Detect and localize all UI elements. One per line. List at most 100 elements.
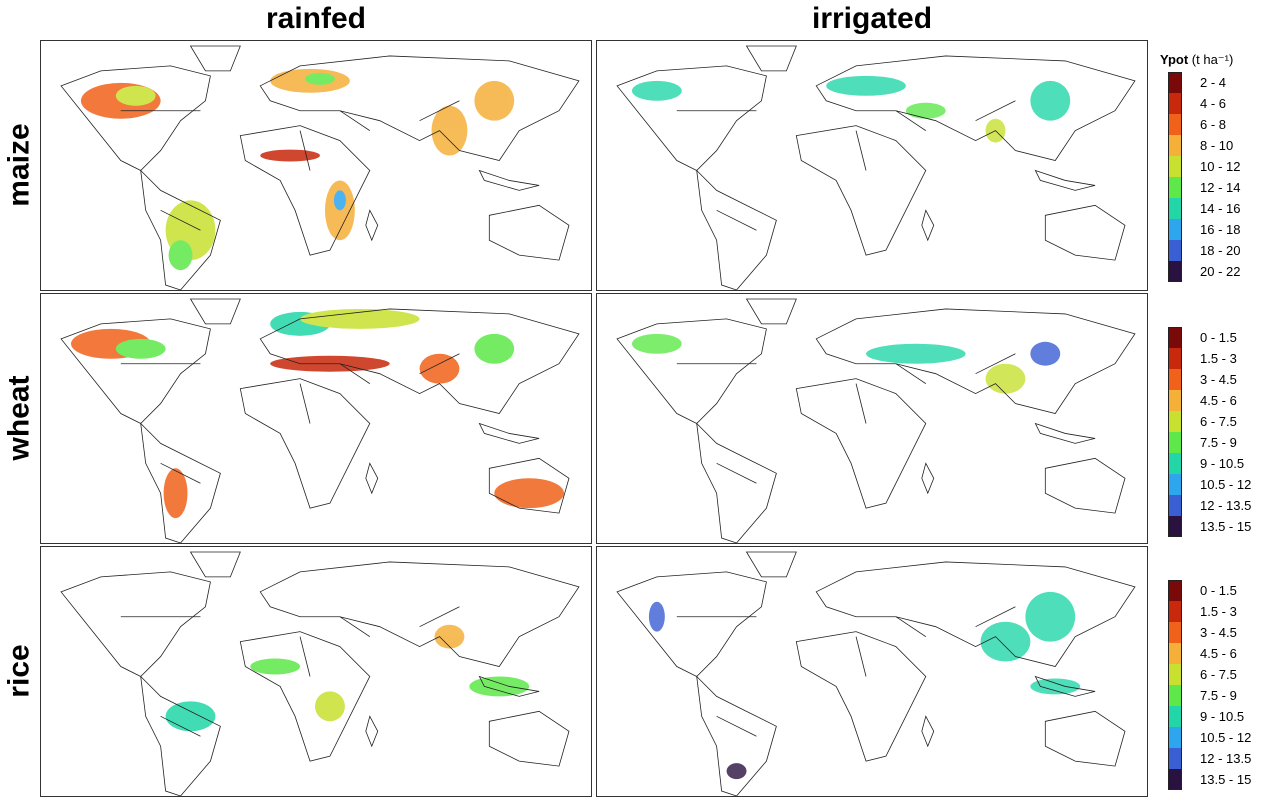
map-wheat-rainfed bbox=[40, 293, 592, 544]
legend-swatch bbox=[1168, 198, 1182, 219]
legend-label: 4 - 6 bbox=[1200, 96, 1227, 111]
legend-item: 4.5 - 6 bbox=[1160, 643, 1251, 664]
legend-item: 1.5 - 3 bbox=[1160, 348, 1251, 369]
map-wheat-irrigated bbox=[596, 293, 1148, 544]
legend-swatch bbox=[1168, 177, 1182, 198]
legend-swatch bbox=[1168, 114, 1182, 135]
column-title-rainfed: rainfed bbox=[265, 2, 367, 35]
map-rice-rainfed bbox=[40, 546, 592, 797]
legend-label: 16 - 18 bbox=[1200, 222, 1241, 237]
legend-rice: 0 - 1.5 1.5 - 3 3 - 4.5 4.5 - 6 6 - 7.5 7.5 -… bbox=[1160, 580, 1251, 790]
legend-label: 12 - 13.5 bbox=[1200, 751, 1252, 766]
legend-swatch bbox=[1168, 453, 1182, 474]
legend-label: 9 - 10.5 bbox=[1200, 709, 1245, 724]
legend-label: 3 - 4.5 bbox=[1200, 372, 1237, 387]
legend-item: 0 - 1.5 bbox=[1160, 327, 1251, 348]
legend-item: 4 - 6 bbox=[1160, 93, 1240, 114]
legend-label: 4.5 - 6 bbox=[1200, 646, 1237, 661]
legend-label: 9 - 10.5 bbox=[1200, 456, 1245, 471]
legend-swatch bbox=[1168, 727, 1182, 748]
legend-item: 20 - 22 bbox=[1160, 261, 1240, 282]
legend-swatch bbox=[1168, 601, 1182, 622]
legend-label: 10.5 - 12 bbox=[1200, 730, 1252, 745]
map-maize-rainfed bbox=[40, 40, 592, 291]
map-maize-irrigated bbox=[596, 40, 1148, 291]
legend-swatch bbox=[1168, 769, 1182, 790]
legend-label: 4.5 - 6 bbox=[1200, 393, 1237, 408]
legend-swatch bbox=[1168, 516, 1182, 537]
map-rice-irrigated bbox=[596, 546, 1148, 797]
legend-maize: Ypot (t ha⁻¹) 2 - 4 4 - 6 6 - 8 8 - 10 10 - … bbox=[1160, 52, 1240, 282]
legend-item: 7.5 - 9 bbox=[1160, 432, 1251, 453]
legend-swatch bbox=[1168, 706, 1182, 727]
legend-item: 4.5 - 6 bbox=[1160, 390, 1251, 411]
legend-swatch bbox=[1168, 156, 1182, 177]
legend-item: 12 - 13.5 bbox=[1160, 748, 1251, 769]
legend-item: 0 - 1.5 bbox=[1160, 580, 1251, 601]
row-label-maize: maize bbox=[3, 123, 37, 207]
legend-item: 18 - 20 bbox=[1160, 240, 1240, 261]
legend-label: 7.5 - 9 bbox=[1200, 688, 1237, 703]
legend-item: 2 - 4 bbox=[1160, 72, 1240, 93]
row-label-wheat: wheat bbox=[3, 375, 36, 461]
legend-label: 10.5 - 12 bbox=[1200, 477, 1252, 492]
legend-item: 8 - 10 bbox=[1160, 135, 1240, 156]
legend-label: 6 - 7.5 bbox=[1200, 667, 1237, 682]
legend-swatch bbox=[1168, 93, 1182, 114]
legend-swatch bbox=[1168, 664, 1182, 685]
legend-label: 0 - 1.5 bbox=[1200, 330, 1237, 345]
legend-label: 6 - 8 bbox=[1200, 117, 1227, 132]
legend-label: 12 - 14 bbox=[1200, 180, 1241, 195]
legend-swatch bbox=[1168, 348, 1182, 369]
legend-item: 9 - 10.5 bbox=[1160, 453, 1251, 474]
legend-item: 12 - 13.5 bbox=[1160, 495, 1251, 516]
legend-label: 8 - 10 bbox=[1200, 138, 1234, 153]
legend-swatch bbox=[1168, 685, 1182, 706]
legend-swatch bbox=[1168, 135, 1182, 156]
legend-label: 2 - 4 bbox=[1200, 75, 1227, 90]
legend-label: 7.5 - 9 bbox=[1200, 435, 1237, 450]
legend-label: 20 - 22 bbox=[1200, 264, 1241, 279]
legend-item: 3 - 4.5 bbox=[1160, 369, 1251, 390]
legend-swatch bbox=[1168, 219, 1182, 240]
legend-swatch bbox=[1168, 369, 1182, 390]
legend-swatch bbox=[1168, 261, 1182, 282]
legend-label: 10 - 12 bbox=[1200, 159, 1241, 174]
legend-swatch bbox=[1168, 390, 1182, 411]
legend-swatch bbox=[1168, 72, 1182, 93]
legend-item: 14 - 16 bbox=[1160, 198, 1240, 219]
legend-swatch bbox=[1168, 748, 1182, 769]
column-title-irrigated: irrigated bbox=[811, 2, 933, 35]
legend-wheat: 0 - 1.5 1.5 - 3 3 - 4.5 4.5 - 6 6 - 7.5 7.5 -… bbox=[1160, 327, 1251, 537]
legend-swatch bbox=[1168, 474, 1182, 495]
legend-item: 10 - 12 bbox=[1160, 156, 1240, 177]
legend-item: 9 - 10.5 bbox=[1160, 706, 1251, 727]
legend-item: 13.5 - 15 bbox=[1160, 516, 1251, 537]
legend-item: 6 - 7.5 bbox=[1160, 411, 1251, 432]
legend-swatch bbox=[1168, 432, 1182, 453]
legend-label: 6 - 7.5 bbox=[1200, 414, 1237, 429]
legend-item: 1.5 - 3 bbox=[1160, 601, 1251, 622]
legend-swatch bbox=[1168, 411, 1182, 432]
legend-item: 13.5 - 15 bbox=[1160, 769, 1251, 790]
legend-swatch bbox=[1168, 240, 1182, 261]
legend-label: 0 - 1.5 bbox=[1200, 583, 1237, 598]
legend-swatch bbox=[1168, 643, 1182, 664]
legend-item: 3 - 4.5 bbox=[1160, 622, 1251, 643]
legend-item: 7.5 - 9 bbox=[1160, 685, 1251, 706]
legend-swatch bbox=[1168, 622, 1182, 643]
legend-label: 3 - 4.5 bbox=[1200, 625, 1237, 640]
legend-item: 16 - 18 bbox=[1160, 219, 1240, 240]
legend-label: 14 - 16 bbox=[1200, 201, 1241, 216]
legend-label: 13.5 - 15 bbox=[1200, 519, 1252, 534]
legend-label: 1.5 - 3 bbox=[1200, 604, 1237, 619]
legend-label: 18 - 20 bbox=[1200, 243, 1241, 258]
legend-swatch bbox=[1168, 327, 1182, 348]
legend-item: 10.5 - 12 bbox=[1160, 727, 1251, 748]
legend-item: 6 - 7.5 bbox=[1160, 664, 1251, 685]
legend-swatch bbox=[1168, 495, 1182, 516]
legend-item: 6 - 8 bbox=[1160, 114, 1240, 135]
legend-label: 13.5 - 15 bbox=[1200, 772, 1252, 787]
legend-label: 1.5 - 3 bbox=[1200, 351, 1237, 366]
legend-title: Ypot (t ha⁻¹) bbox=[1160, 52, 1234, 67]
